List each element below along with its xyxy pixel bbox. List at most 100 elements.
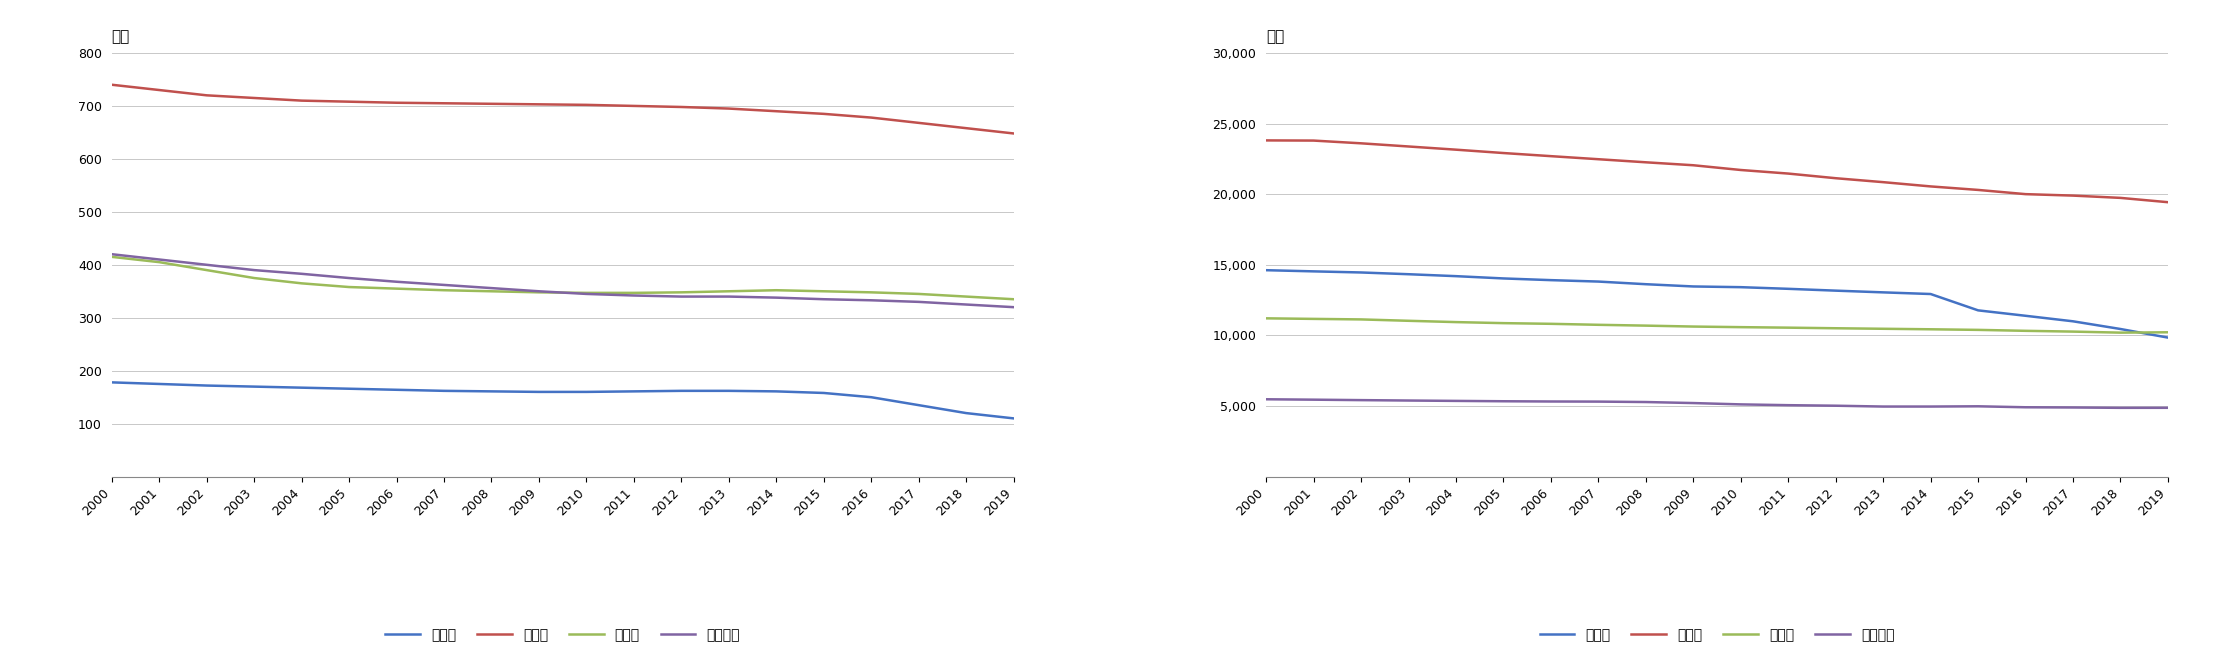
高等学校 — [1585, 398, 1611, 406]
小学校 — [1965, 186, 1991, 194]
幼稚図 — [905, 401, 932, 409]
中学校 — [762, 286, 789, 294]
小学校 — [1301, 136, 1328, 144]
高等学校 — [288, 270, 315, 278]
小学校 — [382, 99, 409, 107]
小学校 — [1395, 142, 1421, 150]
小学校 — [241, 94, 268, 102]
小学校 — [1585, 156, 1611, 164]
幼稚図 — [335, 385, 362, 393]
高等学校 — [478, 284, 505, 292]
小学校 — [525, 101, 552, 109]
小学校 — [762, 107, 789, 115]
幼稚図 — [668, 387, 695, 395]
高等学校 — [905, 298, 932, 306]
小学校 — [1681, 162, 1708, 169]
小学校 — [1728, 166, 1754, 174]
幼稚図 — [1395, 270, 1421, 278]
Line: 中学校: 中学校 — [112, 257, 1015, 299]
幼稚図 — [811, 389, 838, 397]
小学校 — [1442, 146, 1468, 154]
幼稚図 — [2012, 312, 2038, 320]
中学校 — [241, 274, 268, 282]
高等学校 — [952, 301, 979, 308]
中学校 — [1871, 325, 1898, 333]
幼稚図 — [98, 379, 125, 387]
高等学校 — [525, 287, 552, 295]
高等学校 — [2108, 404, 2134, 412]
中学校 — [1728, 323, 1754, 331]
中学校 — [145, 258, 172, 266]
幼稚図 — [1348, 269, 1375, 277]
幼稚図 — [1871, 289, 1898, 297]
中学校 — [2012, 327, 2038, 335]
幼稚図 — [1965, 307, 1991, 314]
Line: 小学校: 小学校 — [112, 85, 1015, 134]
Legend: 幼稚図, 小学校, 中学校, 高等学校: 幼稚図, 小学校, 中学校, 高等学校 — [1533, 622, 1900, 647]
小学校 — [715, 105, 742, 113]
幼稚図 — [192, 381, 219, 389]
幼稚図 — [2108, 325, 2134, 333]
幼稚図 — [145, 380, 172, 388]
高等学校 — [1395, 397, 1421, 404]
高等学校 — [2012, 403, 2038, 411]
幼稚図 — [621, 387, 648, 395]
高等学校 — [1538, 397, 1564, 405]
小学校 — [621, 102, 648, 110]
幼稚図 — [715, 387, 742, 395]
幼稚図 — [1252, 266, 1278, 274]
小学校 — [858, 114, 885, 122]
高等学校 — [145, 256, 172, 263]
高等学校 — [2155, 404, 2181, 412]
中学校 — [431, 286, 458, 294]
Line: 高等学校: 高等学校 — [112, 254, 1015, 307]
小学校 — [668, 103, 695, 111]
中学校 — [811, 287, 838, 295]
高等学校 — [621, 291, 648, 299]
中学校 — [1918, 325, 1944, 333]
小学校 — [1491, 149, 1518, 157]
小学校 — [952, 124, 979, 132]
中学校 — [621, 289, 648, 297]
Line: 幼稚図: 幼稚図 — [1265, 270, 2168, 338]
中学校 — [288, 279, 315, 287]
中学校 — [1965, 326, 1991, 334]
小学校 — [98, 81, 125, 89]
中学校 — [1632, 322, 1658, 330]
高等学校 — [1775, 401, 1801, 409]
Line: 幼稚図: 幼稚図 — [112, 383, 1015, 418]
中学校 — [1442, 318, 1468, 326]
幼稚図 — [1822, 287, 1848, 295]
中学校 — [668, 289, 695, 297]
幼稚図 — [1301, 267, 1328, 275]
Line: 高等学校: 高等学校 — [1265, 399, 2168, 408]
小学校 — [1871, 178, 1898, 186]
高等学校 — [192, 261, 219, 269]
小学校 — [431, 99, 458, 107]
中学校 — [905, 290, 932, 298]
Line: 中学校: 中学校 — [1265, 318, 2168, 332]
小学校 — [1918, 183, 1944, 191]
小学校 — [192, 91, 219, 99]
中学校 — [1301, 315, 1328, 323]
幼稚図 — [762, 387, 789, 395]
高等学校 — [1348, 396, 1375, 404]
小学校 — [905, 119, 932, 127]
中学校 — [1538, 320, 1564, 328]
中学校 — [1348, 315, 1375, 323]
小学校 — [2061, 191, 2087, 199]
幼稚図 — [431, 387, 458, 395]
中学校 — [1491, 319, 1518, 327]
小学校 — [1252, 136, 1278, 144]
Line: 小学校: 小学校 — [1265, 140, 2168, 202]
高等学校 — [1491, 397, 1518, 405]
小学校 — [572, 101, 599, 109]
幼稚図 — [1491, 275, 1518, 283]
中学校 — [1001, 295, 1028, 303]
小学校 — [2155, 198, 2181, 206]
中学校 — [1681, 322, 1708, 330]
幼稚図 — [1775, 285, 1801, 293]
中学校 — [2108, 328, 2134, 336]
高等学校 — [1632, 398, 1658, 406]
小学校 — [811, 110, 838, 118]
